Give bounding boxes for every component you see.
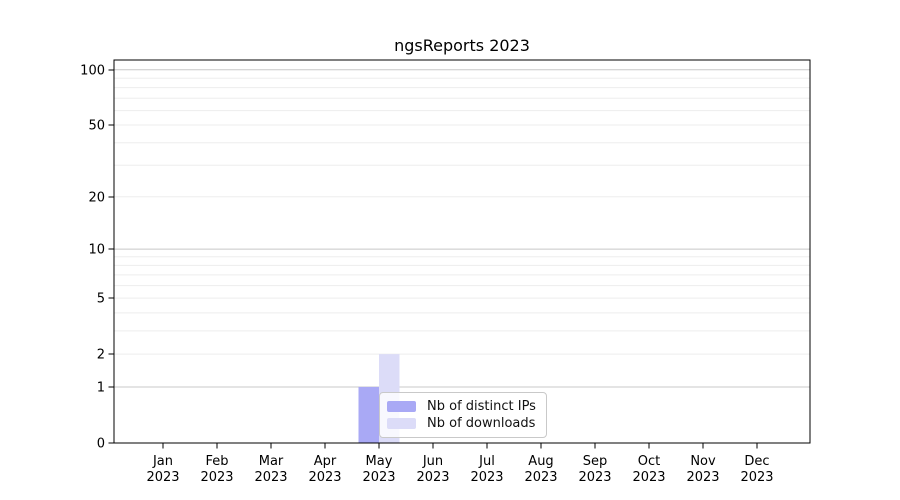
y-tick-label: 0 — [97, 437, 105, 452]
x-tick-label-month: Sep — [583, 454, 608, 469]
x-tick-label-year: 2023 — [200, 470, 233, 485]
y-tick-label: 5 — [97, 292, 105, 307]
legend-row-downloads: Nb of downloads — [387, 416, 538, 432]
y-tick-label: 20 — [88, 190, 105, 205]
x-tick-label-year: 2023 — [470, 470, 503, 485]
y-tick-label: 10 — [88, 243, 105, 258]
x-tick-label-year: 2023 — [740, 470, 773, 485]
legend-swatch-downloads — [387, 418, 416, 429]
x-tick-label-year: 2023 — [686, 470, 719, 485]
x-tick-label-year: 2023 — [416, 470, 449, 485]
x-tick-label-month: Feb — [205, 454, 228, 469]
y-tick-label: 50 — [88, 119, 105, 134]
legend-label-downloads: Nb of downloads — [427, 416, 536, 431]
x-tick-label-year: 2023 — [308, 470, 341, 485]
x-tick-label-month: Jul — [478, 454, 495, 469]
bar-may-2023-s0 — [358, 386, 379, 443]
x-tick-label-month: Apr — [314, 454, 337, 469]
x-tick-label-month: May — [366, 454, 393, 469]
legend: Nb of distinct IPs Nb of downloads — [379, 392, 547, 438]
legend-row-distinct-ips: Nb of distinct IPs — [387, 399, 538, 415]
x-tick-label-year: 2023 — [578, 470, 611, 485]
x-tick-label-month: Oct — [638, 454, 660, 469]
x-tick-label-month: Dec — [744, 454, 769, 469]
plot-spines — [113, 59, 811, 444]
x-tick-label-year: 2023 — [146, 470, 179, 485]
x-tick-label-month: Jan — [152, 454, 173, 469]
x-tick-label-month: Aug — [528, 454, 553, 469]
x-tick-label-month: Mar — [259, 454, 284, 469]
legend-swatch-distinct-ips — [387, 401, 416, 412]
legend-label-distinct-ips: Nb of distinct IPs — [427, 399, 536, 414]
x-tick-label-year: 2023 — [362, 470, 395, 485]
x-tick-label-year: 2023 — [632, 470, 665, 485]
x-tick-label-month: Nov — [690, 454, 716, 469]
y-tick-label: 1 — [97, 380, 105, 395]
x-tick-label-year: 2023 — [254, 470, 287, 485]
x-tick-label-year: 2023 — [524, 470, 557, 485]
y-tick-label: 2 — [97, 348, 105, 363]
chart-title: ngsReports 2023 — [394, 36, 530, 55]
y-tick-label: 100 — [80, 63, 105, 78]
x-tick-label-month: Jun — [422, 454, 443, 469]
